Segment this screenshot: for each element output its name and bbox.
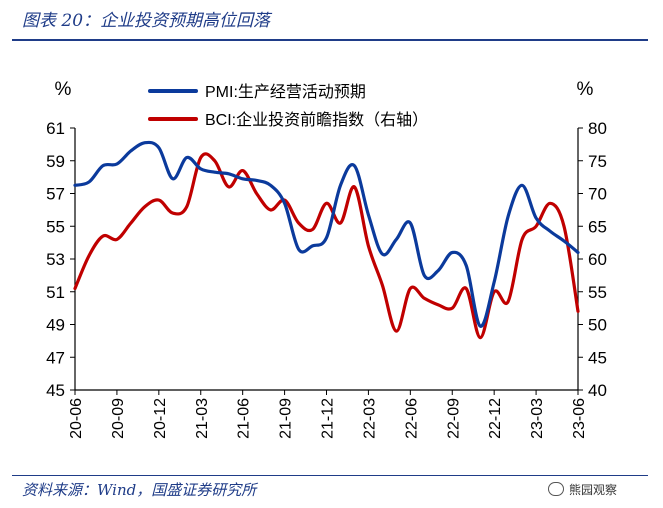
watermark: 熊园观察 bbox=[548, 481, 617, 499]
x-tick-label: 23-03 bbox=[529, 398, 546, 439]
right-tick-label: 80 bbox=[588, 119, 607, 138]
plot-lines bbox=[73, 140, 580, 340]
top-rule bbox=[12, 39, 648, 41]
series-line-pmi bbox=[73, 140, 580, 328]
x-tick-label: 20-06 bbox=[68, 398, 85, 439]
wechat-icon bbox=[548, 482, 564, 496]
x-tick-label: 21-06 bbox=[236, 398, 253, 439]
series-line-bci bbox=[73, 152, 580, 340]
x-tick-label: 20-09 bbox=[110, 398, 127, 439]
right-tick-label: 55 bbox=[588, 283, 607, 302]
left-tick-label: 59 bbox=[46, 152, 65, 171]
x-tick-label: 22-12 bbox=[487, 398, 504, 439]
figure-title: 图表 20：企业投资预期高位回落 bbox=[22, 11, 271, 31]
right-tick-label: 50 bbox=[588, 316, 607, 335]
right-tick-label: 65 bbox=[588, 217, 607, 236]
x-tick-label: 22-09 bbox=[445, 398, 462, 439]
bottom-rule bbox=[12, 475, 648, 476]
right-tick-label: 45 bbox=[588, 348, 607, 367]
right-tick-label: 60 bbox=[588, 250, 607, 269]
left-tick-label: 51 bbox=[46, 283, 65, 302]
x-tick-label: 21-03 bbox=[194, 398, 211, 439]
x-tick-label: 22-06 bbox=[403, 398, 420, 439]
x-tick-label: 21-09 bbox=[278, 398, 295, 439]
left-tick-label: 61 bbox=[46, 119, 65, 138]
left-axis-unit: % bbox=[55, 79, 72, 100]
legend-label-bci: BCI:企业投资前瞻指数（右轴） bbox=[205, 111, 428, 129]
axes: 45 47 49 51 53 55 57 59 61 40 45 50 55 60 65 70 75 80 20-0… bbox=[46, 119, 607, 439]
right-axis-unit: % bbox=[577, 79, 594, 100]
watermark-text: 熊园观察 bbox=[569, 483, 618, 497]
left-tick-label: 45 bbox=[46, 381, 65, 400]
left-tick-label: 47 bbox=[46, 348, 65, 367]
x-tick-label: 23-06 bbox=[571, 398, 588, 439]
x-tick-label: 22-03 bbox=[361, 398, 378, 439]
legend-label-pmi: PMI:生产经营活动预期 bbox=[205, 83, 366, 101]
left-tick-label: 49 bbox=[46, 316, 65, 335]
left-tick-label: 53 bbox=[46, 250, 65, 269]
left-tick-label: 57 bbox=[46, 185, 65, 204]
right-tick-label: 40 bbox=[588, 381, 607, 400]
left-tick-label: 55 bbox=[46, 217, 65, 236]
legend: PMI:生产经营活动预期 BCI:企业投资前瞻指数（右轴） bbox=[148, 83, 428, 129]
source-note: 资料来源：Wind，国盛证券研究所 bbox=[22, 481, 257, 499]
right-tick-label: 75 bbox=[588, 152, 607, 171]
x-tick-label: 20-12 bbox=[152, 398, 169, 439]
x-tick-label: 21-12 bbox=[320, 398, 337, 439]
right-tick-label: 70 bbox=[588, 185, 607, 204]
